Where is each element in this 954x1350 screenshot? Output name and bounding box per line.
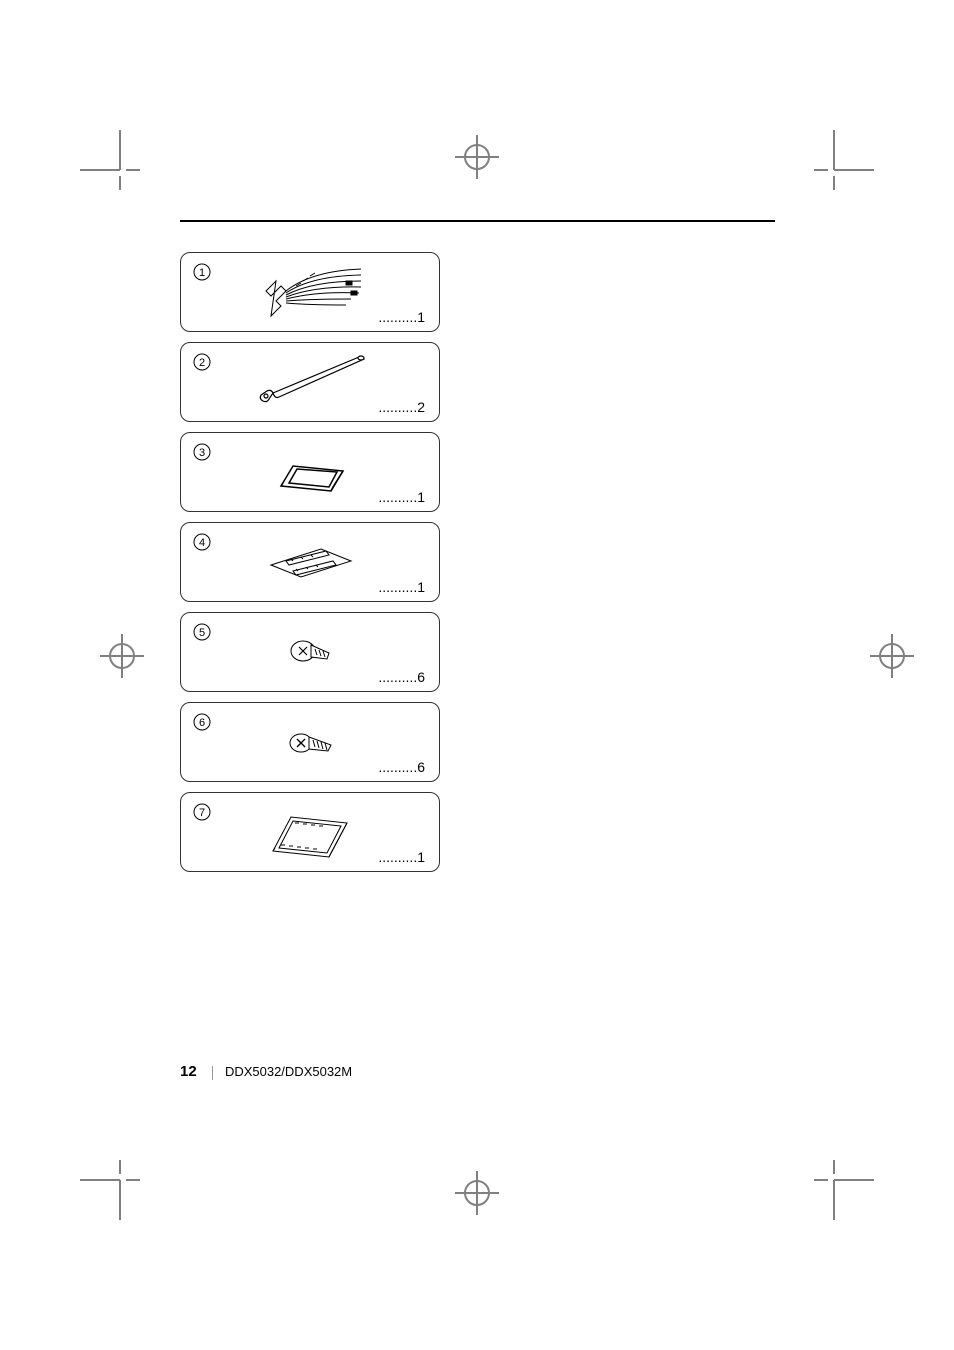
svg-text:4: 4 — [199, 537, 205, 549]
flat-head-screw-icon — [251, 711, 371, 775]
circled-number-6-icon: 6 — [193, 713, 211, 731]
trim-plate-icon — [251, 441, 371, 505]
mounting-sleeve-icon — [251, 801, 371, 865]
circled-number-1-icon: 1 — [193, 263, 211, 281]
register-mark-right — [870, 634, 914, 678]
svg-text:6: 6 — [199, 717, 205, 729]
title-rule — [180, 220, 775, 222]
svg-text:7: 7 — [199, 807, 205, 819]
circled-number-4-icon: 4 — [193, 533, 211, 551]
accessory-row-3: 3 ..........1 — [180, 432, 440, 512]
register-mark-left — [100, 634, 144, 678]
page-footer: 12 DDX5032/DDX5032M — [180, 1063, 352, 1080]
crop-mark-bottom-right — [814, 1160, 874, 1220]
accessory-qty: ..........1 — [378, 489, 425, 505]
register-mark-top — [455, 135, 499, 179]
accessory-qty: ..........1 — [378, 309, 425, 325]
accessory-qty: ..........6 — [378, 759, 425, 775]
accessory-qty: ..........1 — [378, 849, 425, 865]
accessory-qty: ..........2 — [378, 399, 425, 415]
svg-text:2: 2 — [199, 357, 205, 369]
accessory-row-1: 1 ..........1 — [180, 252, 440, 332]
circled-number-2-icon: 2 — [193, 353, 211, 371]
circled-number-7-icon: 7 — [193, 803, 211, 821]
removal-key-icon — [251, 351, 371, 415]
accessory-qty: ..........6 — [378, 669, 425, 685]
accessory-row-5: 5 ..........6 — [180, 612, 440, 692]
content-area: 1 ..........1 — [180, 220, 775, 882]
accessory-row-7: 7 ..........1 — [180, 792, 440, 872]
crop-mark-top-right — [814, 130, 874, 190]
accessory-row-6: 6 ..........6 — [180, 702, 440, 782]
model-label: DDX5032/DDX5032M — [225, 1064, 352, 1079]
accessory-row-4: 4 ..........1 — [180, 522, 440, 602]
svg-text:3: 3 — [199, 447, 205, 459]
register-mark-bottom — [455, 1171, 499, 1215]
mounting-bracket-icon — [251, 531, 371, 595]
round-head-screw-icon — [251, 621, 371, 685]
crop-mark-bottom-left — [80, 1160, 140, 1220]
circled-number-3-icon: 3 — [193, 443, 211, 461]
accessory-row-2: 2 ..........2 — [180, 342, 440, 422]
circled-number-5-icon: 5 — [193, 623, 211, 641]
page-number: 12 — [180, 1063, 197, 1080]
svg-text:5: 5 — [199, 627, 205, 639]
crop-mark-top-left — [80, 130, 140, 190]
footer-divider — [212, 1066, 213, 1080]
svg-text:1: 1 — [199, 267, 205, 279]
wiring-harness-icon — [251, 261, 371, 325]
accessory-qty: ..........1 — [378, 579, 425, 595]
